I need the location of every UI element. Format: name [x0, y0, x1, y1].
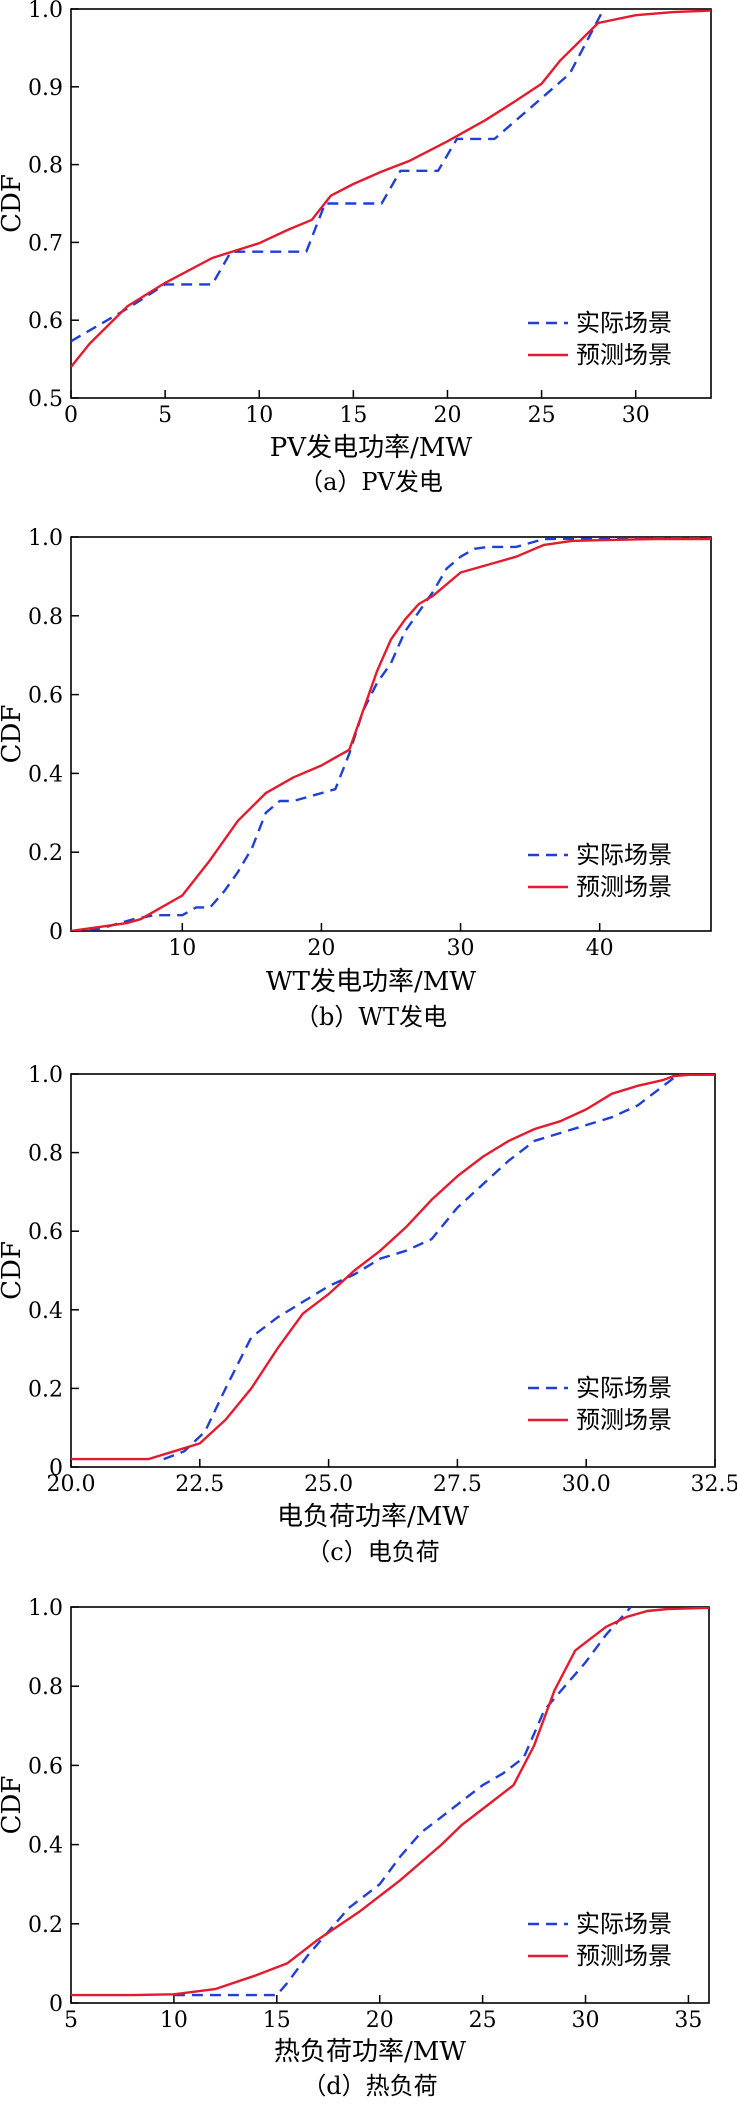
legend-label: 实际场景 — [576, 1374, 672, 1402]
y-tick-label: 1.0 — [28, 1596, 63, 1621]
plot-frame — [70, 8, 712, 399]
x-tick-label: 30 — [622, 403, 650, 428]
x-tick-label: 20.0 — [47, 1472, 96, 1497]
panel-caption: （b）WT发电 — [295, 1003, 447, 1031]
x-tick-label: 0 — [64, 403, 78, 428]
series-line-actual — [71, 9, 605, 343]
x-tick-label: 20 — [307, 936, 335, 961]
x-tick-label: 27.5 — [433, 1472, 482, 1497]
y-axis-title: CDF — [0, 705, 27, 764]
legend-label: 预测场景 — [576, 1942, 672, 1970]
x-tick-label: 10 — [168, 936, 196, 961]
x-tick-label: 22.5 — [175, 1472, 224, 1497]
series-line-actual — [71, 537, 711, 931]
x-tick-label: 20 — [366, 2008, 394, 2033]
y-tick-label: 0.9 — [28, 76, 63, 101]
y-tick-label: 0.5 — [28, 387, 63, 412]
x-tick-label: 35 — [674, 2008, 702, 2033]
y-tick-label: 1.0 — [28, 0, 63, 23]
series-line-predicted — [71, 537, 711, 931]
plot-frame — [70, 1073, 716, 1468]
series-group — [71, 537, 711, 931]
x-axis-title: 热负荷功率/MW — [274, 2037, 466, 2067]
x-tick-label: 40 — [586, 936, 614, 961]
y-tick-label: 0.4 — [28, 1299, 63, 1324]
y-tick-label: 0.6 — [28, 1220, 63, 1245]
legend-label: 预测场景 — [576, 873, 672, 901]
plot-frame — [70, 536, 712, 932]
x-tick-label: 25.0 — [304, 1472, 353, 1497]
x-tick-label: 20 — [433, 403, 461, 428]
x-tick-label: 32.5 — [691, 1472, 737, 1497]
panel-0: 0 5 10 15 20 25 30 0.5 0.6 0.7 0.8 0.9 1.0 CDF PV发电功率/… — [0, 0, 712, 496]
y-tick-label: 0 — [49, 920, 63, 945]
legend-label: 预测场景 — [576, 341, 672, 369]
y-tick-label: 0 — [49, 1992, 63, 2017]
y-tick-label: 0.6 — [28, 684, 63, 709]
legend-label: 实际场景 — [576, 841, 672, 869]
x-tick-label: 30.0 — [562, 1472, 611, 1497]
y-axis-title: CDF — [0, 1776, 27, 1835]
y-tick-label: 1.0 — [28, 526, 63, 551]
panel-1: 10 20 30 40 0 0.2 0.4 0.6 0.8 1.0 CDF WT发电功率/MW （b）W… — [0, 526, 712, 1031]
y-tick-label: 0.8 — [28, 1142, 63, 1167]
panel-2: 20.0 22.5 25.0 27.5 30.0 32.5 0 0.2 0.4 0.6 0.8 1.0… — [0, 1063, 737, 1566]
y-tick-label: 0.8 — [28, 605, 63, 630]
panel-caption: （c）电负荷 — [306, 1538, 439, 1566]
y-tick-label: 0.7 — [28, 231, 63, 256]
y-tick-label: 0.2 — [28, 1377, 63, 1402]
x-tick-label: 30 — [447, 936, 475, 961]
series-line-actual — [173, 1607, 632, 1997]
y-tick-label: 0.4 — [28, 762, 63, 787]
series-group — [71, 1074, 715, 1461]
series-group — [71, 1607, 709, 1997]
x-tick-label: 5 — [64, 2008, 78, 2033]
x-tick-label: 25 — [469, 2008, 497, 2033]
x-axis-title: PV发电功率/MW — [270, 433, 473, 463]
x-tick-label: 30 — [572, 2008, 600, 2033]
y-tick-label: 0.2 — [28, 1913, 63, 1938]
y-tick-label: 1.0 — [28, 1063, 63, 1088]
y-tick-label: 0.4 — [28, 1834, 63, 1859]
y-tick-label: 0.6 — [28, 1754, 63, 1779]
x-tick-label: 5 — [158, 403, 172, 428]
y-tick-label: 0.8 — [28, 1675, 63, 1700]
legend-label: 预测场景 — [576, 1406, 672, 1434]
series-line-predicted — [71, 1074, 715, 1461]
series-line-predicted — [71, 9, 711, 368]
y-tick-label: 0 — [49, 1456, 63, 1481]
series-line-predicted — [71, 1607, 709, 1997]
y-tick-label: 0.6 — [28, 309, 63, 334]
panel-caption: （a）PV发电 — [299, 468, 443, 496]
legend-label: 实际场景 — [576, 1910, 672, 1938]
x-tick-label: 15 — [339, 403, 367, 428]
x-axis-title: 电负荷功率/MW — [277, 1502, 469, 1532]
panel-3: 5 10 15 20 25 30 35 0 0.2 0.4 0.6 0.8 1.0 CDF 热负荷功率/MW… — [0, 1596, 710, 2100]
x-tick-label: 10 — [160, 2008, 188, 2033]
series-line-actual — [163, 1074, 715, 1461]
y-tick-label: 0.8 — [28, 154, 63, 179]
legend-label: 实际场景 — [576, 309, 672, 337]
y-axis-title: CDF — [0, 1241, 27, 1300]
panel-caption: （d）热负荷 — [302, 2072, 437, 2100]
plot-frame — [70, 1606, 710, 2004]
x-tick-label: 15 — [263, 2008, 291, 2033]
y-tick-label: 0.2 — [28, 841, 63, 866]
x-tick-label: 25 — [528, 403, 556, 428]
series-group — [71, 9, 711, 368]
x-axis-title: WT发电功率/MW — [266, 967, 476, 997]
y-axis-title: CDF — [0, 174, 27, 233]
x-tick-label: 10 — [245, 403, 273, 428]
